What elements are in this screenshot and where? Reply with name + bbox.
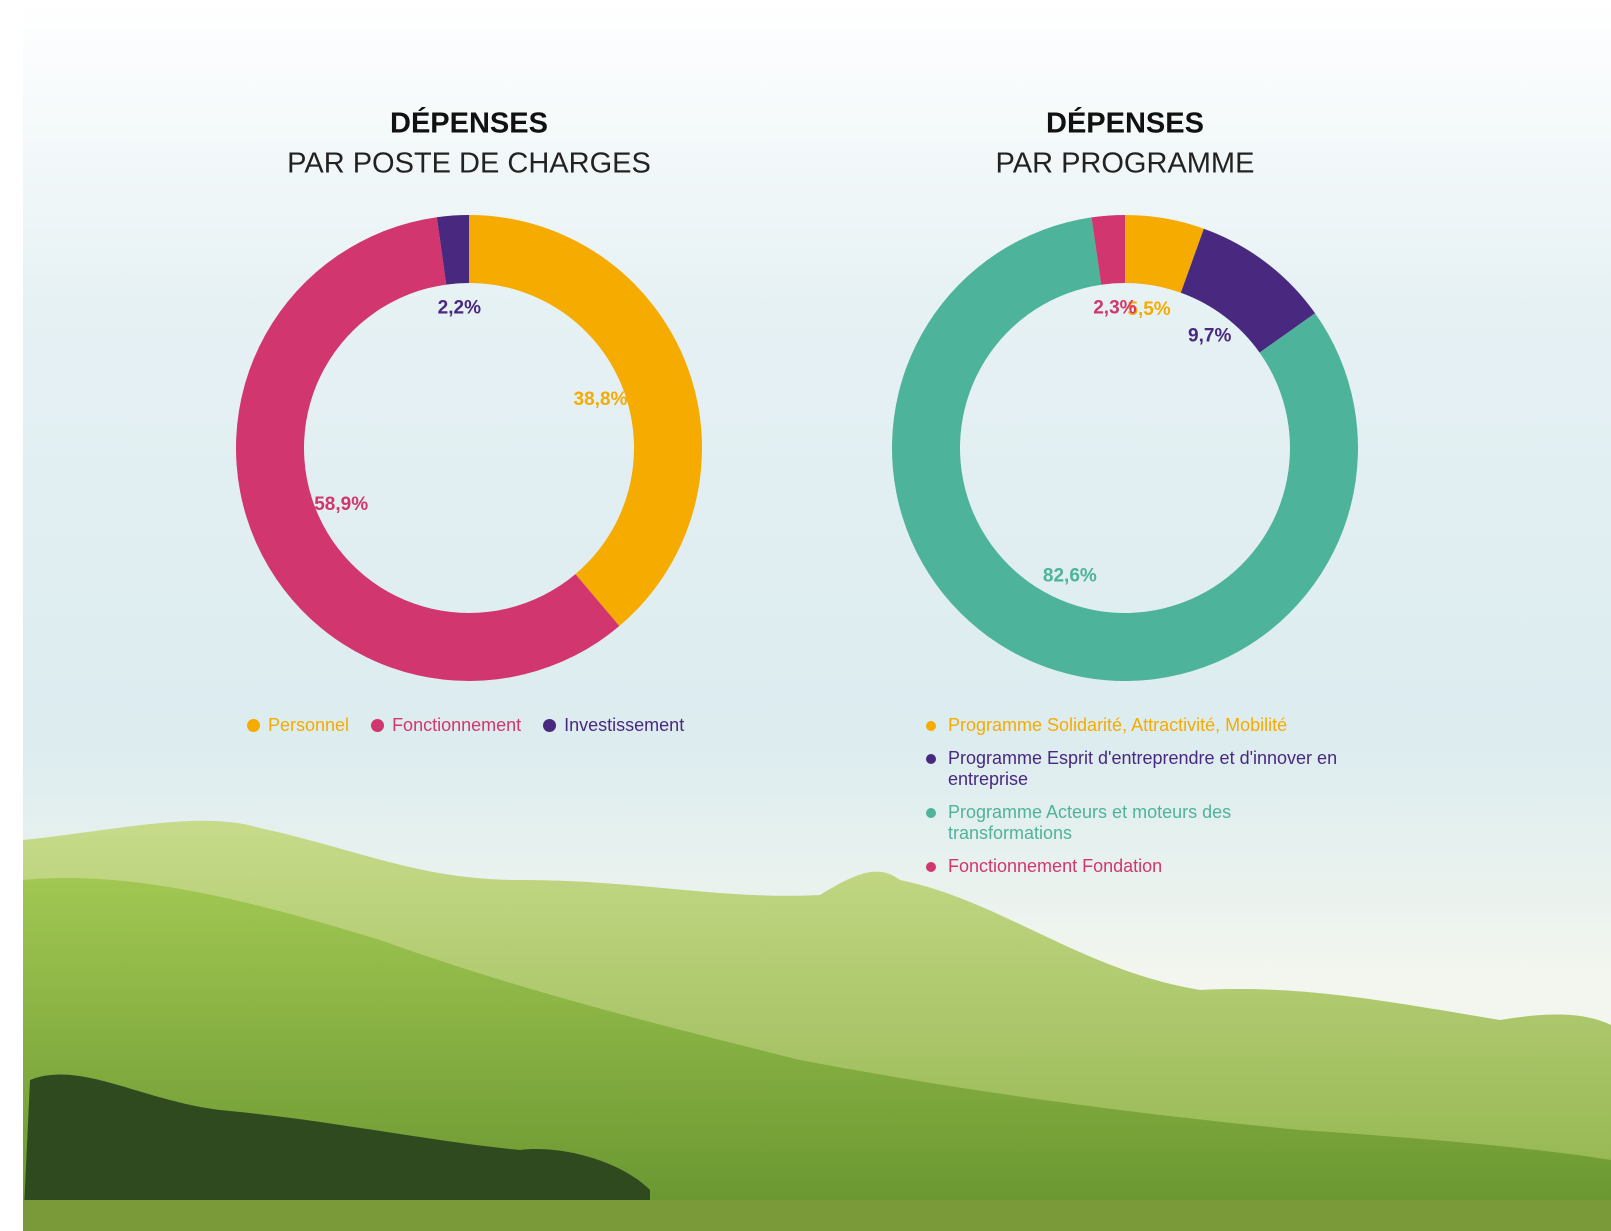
legend-label: Fonctionnement <box>392 715 521 736</box>
legend-marker <box>543 719 556 732</box>
legend-label: Programme Solidarité, Attractivité, Mobi… <box>948 715 1287 736</box>
value-label: 2,2% <box>438 297 481 318</box>
value-label: 9,7% <box>1188 326 1231 347</box>
legend-label: Investissement <box>564 715 684 736</box>
legend-label: Programme Acteurs et moteurs des transfo… <box>948 802 1346 844</box>
chart-title: DÉPENSES <box>1046 106 1204 140</box>
legend-item: Programme Solidarité, Attractivité, Mobi… <box>926 715 1346 736</box>
legend-marker <box>247 719 260 732</box>
chart-title: DÉPENSES <box>390 106 548 140</box>
chart-subtitle: PAR POSTE DE CHARGES <box>287 148 651 180</box>
legend-marker <box>926 862 936 872</box>
page: DÉPENSES PAR POSTE DE CHARGES 38,8% 58,9% 2,… <box>0 0 1611 1231</box>
value-label: 38,8% <box>574 389 628 410</box>
chart-subtitle: PAR PROGRAMME <box>996 148 1255 180</box>
legend-label: Personnel <box>268 715 349 736</box>
legend-item: Programme Acteurs et moteurs des transfo… <box>926 802 1346 844</box>
legend-label: Fonctionnement Fondation <box>948 856 1162 877</box>
charts: DÉPENSES PAR POSTE DE CHARGES 38,8% 58,9% 2,… <box>0 0 1611 1231</box>
legend-marker <box>926 808 936 818</box>
legend-item: Programme Esprit d'entreprendre et d'inn… <box>926 748 1346 790</box>
legend-item: Fonctionnement <box>371 715 521 736</box>
legend-item: Personnel <box>247 715 349 736</box>
value-label: 58,9% <box>314 494 368 515</box>
donut-segment <box>469 215 702 626</box>
legend-marker <box>926 754 936 764</box>
value-label: 2,3% <box>1093 297 1136 318</box>
legend-marker <box>371 719 384 732</box>
legend: Personnel Fonctionnement Investissement <box>247 715 684 736</box>
legend-label: Programme Esprit d'entreprendre et d'inn… <box>948 748 1346 790</box>
legend: Programme Solidarité, Attractivité, Mobi… <box>926 715 1346 877</box>
value-label: 82,6% <box>1043 566 1097 587</box>
legend-marker <box>926 721 936 731</box>
legend-item: Fonctionnement Fondation <box>926 856 1346 877</box>
legend-item: Investissement <box>543 715 684 736</box>
